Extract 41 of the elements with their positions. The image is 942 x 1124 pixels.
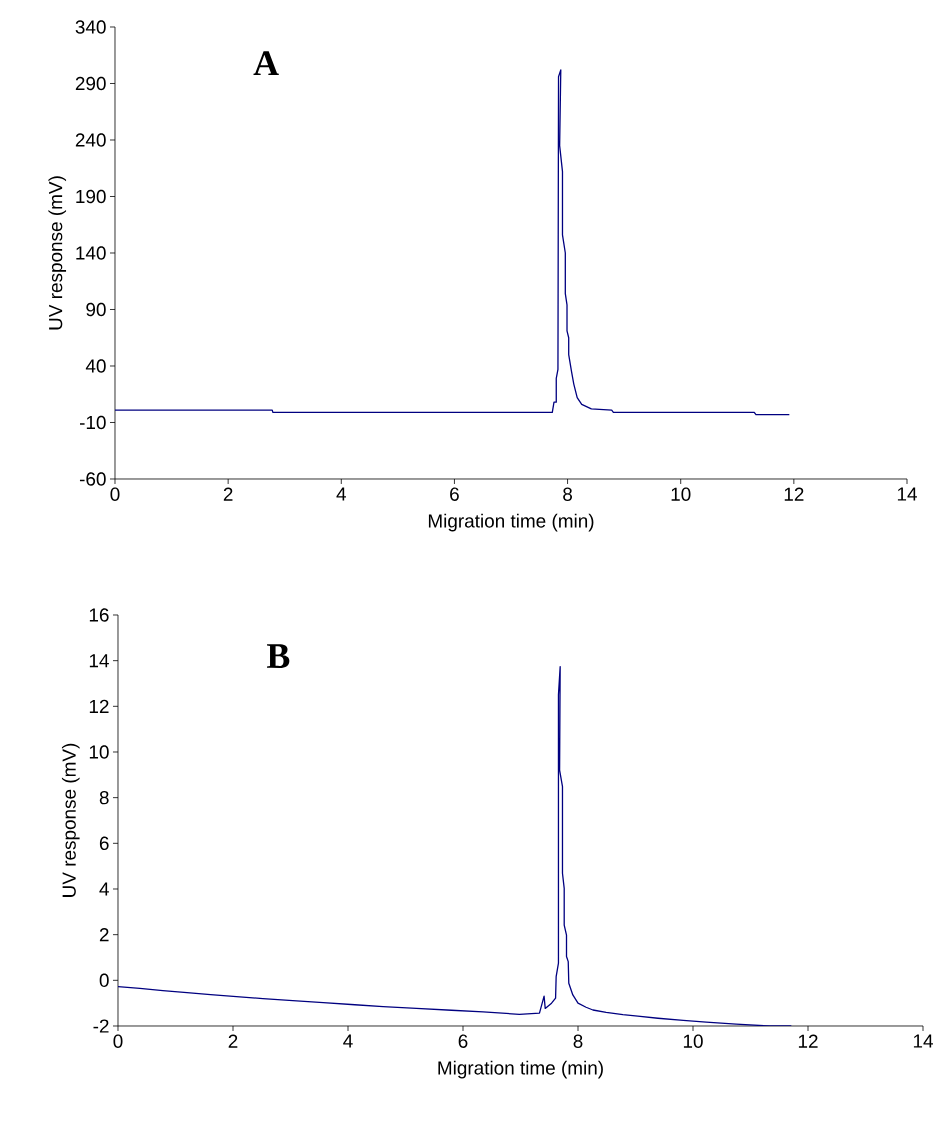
x-tick-label: 0 (110, 487, 120, 501)
y-tick-label: -10 (79, 415, 106, 430)
x-tick-label: 12 (784, 487, 804, 501)
y-axis-title: UV response (mV) (48, 176, 67, 330)
x-tick-label: 14 (913, 1034, 933, 1048)
x-tick-label: 4 (336, 487, 346, 501)
y-tick-label: 10 (89, 745, 109, 759)
y-tick-label: 6 (99, 836, 109, 851)
x-tick-label: 8 (563, 487, 573, 501)
y-tick-label: 2 (99, 928, 109, 942)
y-tick-label: 40 (85, 359, 106, 373)
x-tick-label: 6 (458, 1034, 468, 1048)
y-tick-label: 0 (99, 973, 109, 988)
x-tick-label: 2 (223, 487, 233, 501)
y-tick-label: 16 (89, 608, 109, 622)
x-tick-label: 4 (343, 1034, 353, 1048)
x-tick-label: 14 (897, 487, 917, 501)
y-tick-label: 290 (75, 76, 106, 91)
x-axis-title: Migration time (min) (438, 1060, 603, 1079)
y-tick-label: 12 (89, 699, 109, 713)
y-tick-label: -2 (93, 1019, 109, 1033)
y-tick-label: 8 (99, 790, 109, 805)
x-tick-label: 8 (573, 1034, 583, 1048)
x-tick-label: 10 (671, 487, 691, 501)
y-tick-label: 190 (76, 189, 106, 204)
y-tick-label: 140 (76, 246, 106, 260)
y-tick-label: 340 (75, 20, 106, 34)
y-tick-label: 4 (99, 882, 109, 896)
y-tick-label: 240 (75, 133, 106, 147)
y-tick-label: 14 (89, 654, 109, 668)
text: A (253, 51, 279, 75)
x-tick-label: 6 (450, 487, 459, 501)
y-tick-label: 90 (86, 302, 106, 317)
x-tick-label: 0 (113, 1034, 123, 1048)
x-axis-title: Migration time (min) (428, 513, 594, 532)
y-axis-title: UV response (mV) (61, 743, 80, 897)
y-tick-label: -60 (79, 472, 106, 486)
x-tick-label: 2 (228, 1034, 238, 1048)
text: B (267, 644, 290, 668)
x-tick-label: 10 (683, 1034, 703, 1048)
x-tick-label: 12 (798, 1034, 818, 1048)
